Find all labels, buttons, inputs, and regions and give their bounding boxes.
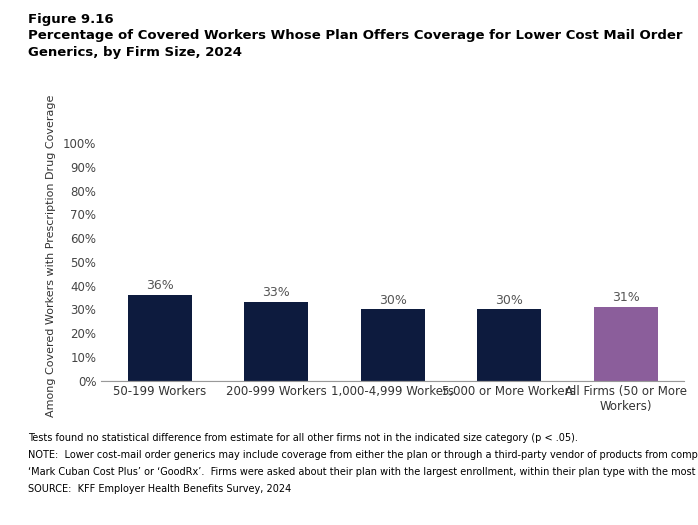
Y-axis label: Among Covered Workers with Prescription Drug Coverage: Among Covered Workers with Prescription … [46, 94, 56, 417]
Text: 31%: 31% [611, 291, 639, 304]
Text: Figure 9.16: Figure 9.16 [28, 13, 114, 26]
Bar [593, 307, 658, 381]
Text: 33%: 33% [262, 287, 290, 299]
Bar [477, 309, 541, 381]
Text: Percentage of Covered Workers Whose Plan Offers Coverage for Lower Cost Mail Ord: Percentage of Covered Workers Whose Plan… [28, 29, 683, 42]
Text: SOURCE:  KFF Employer Health Benefits Survey, 2024: SOURCE: KFF Employer Health Benefits Sur… [28, 484, 291, 494]
Text: 30%: 30% [495, 293, 523, 307]
Bar [128, 295, 192, 381]
Text: 30%: 30% [379, 293, 406, 307]
Text: ‘Mark Cuban Cost Plus’ or ‘GoodRx’.  Firms were asked about their plan with the : ‘Mark Cuban Cost Plus’ or ‘GoodRx’. Firm… [28, 467, 698, 477]
Text: Tests found no statistical difference from estimate for all other firms not in t: Tests found no statistical difference fr… [28, 433, 578, 443]
Bar [244, 302, 309, 381]
Text: Generics, by Firm Size, 2024: Generics, by Firm Size, 2024 [28, 46, 242, 59]
Text: NOTE:  Lower cost-mail order generics may include coverage from either the plan : NOTE: Lower cost-mail order generics may… [28, 450, 698, 460]
Bar [361, 309, 424, 381]
Text: 36%: 36% [146, 279, 174, 292]
